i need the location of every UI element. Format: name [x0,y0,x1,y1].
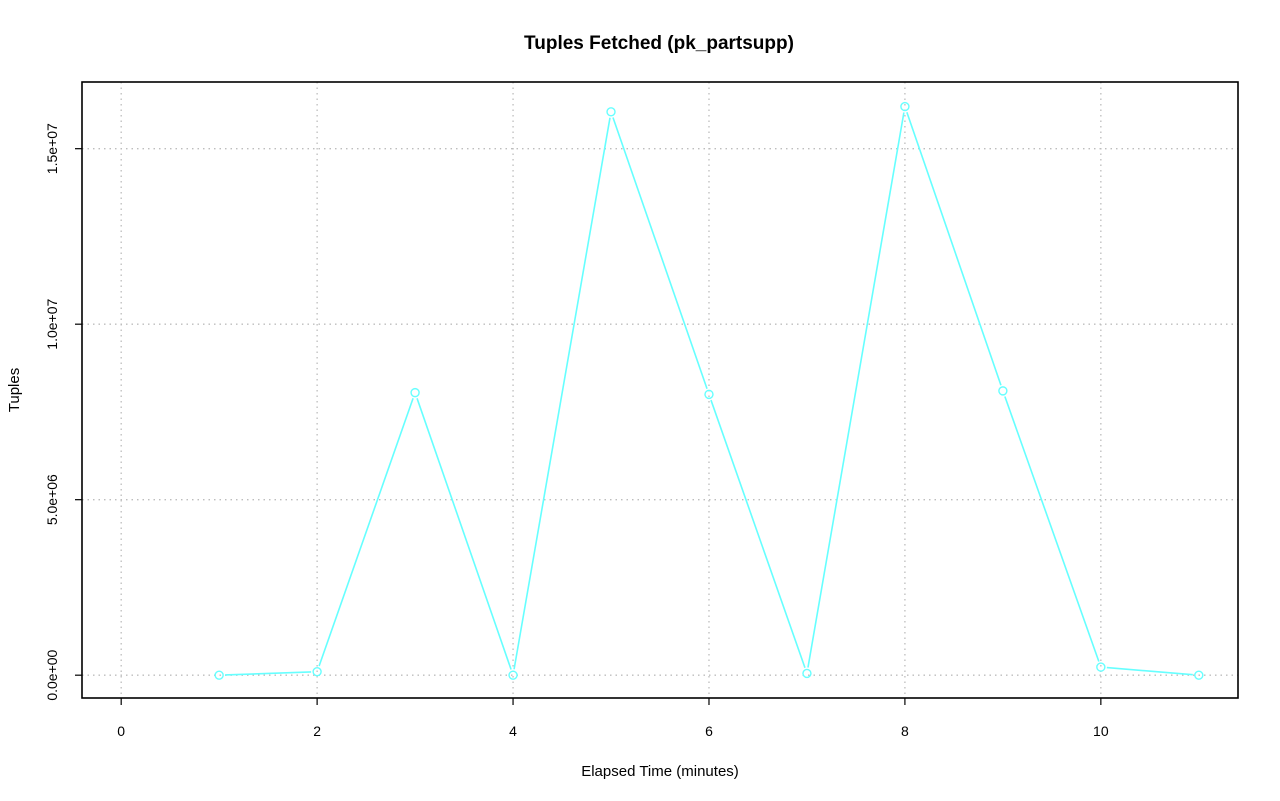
data-point [312,666,322,677]
data-point [606,107,616,117]
data-point [214,670,224,680]
x-tick-label: 2 [313,723,321,739]
data-point [802,668,812,679]
data-point [900,101,910,112]
series-layer [214,101,1204,680]
x-tick-label: 4 [509,723,517,739]
series-line-segment [318,398,414,667]
x-tick-label: 8 [901,723,909,739]
series-line-segment [1004,396,1100,662]
x-tick-label: 6 [705,723,713,739]
axis-layer: 0 2 4 6 8 10 0.0e+00 5.0e+06 1.0e+07 1.5e+07 [44,123,1109,739]
y-tick-label: 0.0e+00 [44,649,60,700]
chart-title: Tuples Fetched (pk_partsupp) [524,33,794,54]
data-point [1194,670,1204,680]
series-line-segment [612,117,708,389]
series-line-segment [807,112,905,668]
series-line-segment [710,399,806,669]
y-axis-label: Tuples [6,368,23,412]
y-tick-label: 1.5e+07 [44,123,60,174]
x-axis-label: Elapsed Time (minutes) [581,763,739,780]
data-point [704,389,714,400]
series-line-segment [416,398,512,670]
y-tick-label: 5.0e+06 [44,474,60,525]
x-tick-label: 10 [1093,723,1109,739]
data-point [998,386,1008,396]
data-point [508,670,518,680]
x-tick-label: 0 [117,723,125,739]
plot-frame [81,81,1239,699]
series-line-segment [513,117,611,670]
grid-layer [82,82,1238,698]
series-line-segment [1106,666,1193,676]
data-point [410,387,420,398]
series-line-segment [225,671,312,676]
data-point [1096,662,1106,672]
y-tick-label: 1.0e+07 [44,298,60,349]
series-line-segment [906,111,1002,386]
